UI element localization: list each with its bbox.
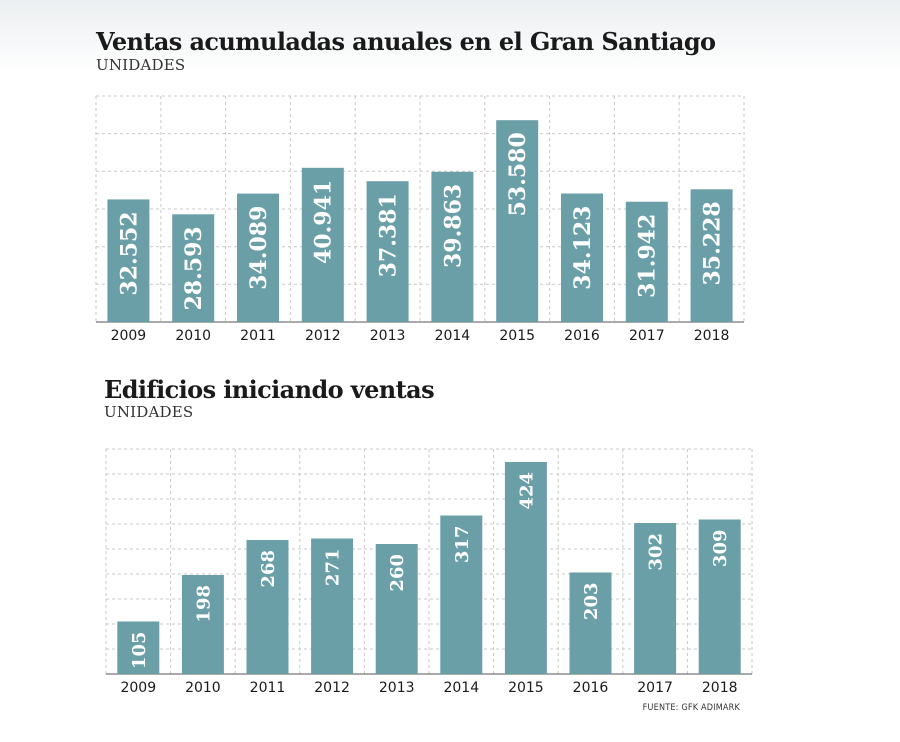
bar-2012 <box>301 167 344 322</box>
bar-2018 <box>690 189 733 322</box>
bar-2015 <box>504 462 547 674</box>
x-tick-label-2012: 2012 <box>314 680 350 696</box>
x-tick-label-2009: 2009 <box>120 680 156 696</box>
bar-value-label-2009: 105 <box>129 632 150 670</box>
bar-2015 <box>496 120 539 322</box>
bar-value-label-2016: 34.123 <box>570 206 596 290</box>
x-tick-label-2015: 2015 <box>499 328 535 344</box>
chart-2: 105 2009 198 2010 268 2011 271 2012 260 2013 317 20… <box>105 448 753 696</box>
bar-2017 <box>634 523 677 674</box>
chart-1-subtitle: UNIDADES <box>96 56 186 74</box>
x-tick-label-2010: 2010 <box>175 328 211 344</box>
bar-value-label-2013: 260 <box>387 554 408 592</box>
bar-value-label-2014: 39.863 <box>440 184 466 268</box>
bar-value-label-2017: 31.942 <box>635 214 661 298</box>
chart-1: 32.552 2009 28.593 2010 34.089 2011 40.941 2012… <box>95 95 745 344</box>
x-tick-label-2018: 2018 <box>702 680 738 696</box>
bar-value-label-2018: 35.228 <box>700 201 726 285</box>
bar-2014 <box>440 515 483 674</box>
bar-2013 <box>366 181 409 322</box>
x-tick-label-2017: 2017 <box>629 328 665 344</box>
bar-value-label-2009: 32.552 <box>116 211 142 295</box>
bar-2009 <box>117 621 160 674</box>
x-tick-label-2012: 2012 <box>305 328 341 344</box>
bar-value-label-2010: 28.593 <box>181 226 207 310</box>
chart-2-title: Edificios iniciando ventas <box>104 375 435 404</box>
x-tick-label-2009: 2009 <box>111 328 147 344</box>
bar-value-label-2018: 309 <box>710 530 731 568</box>
bar-2016 <box>569 572 612 674</box>
bar-value-label-2010: 198 <box>193 585 214 623</box>
x-tick-label-2011: 2011 <box>240 328 276 344</box>
x-tick-label-2013: 2013 <box>370 328 406 344</box>
bar-value-label-2011: 34.089 <box>246 206 272 290</box>
bar-value-label-2015: 424 <box>516 472 537 510</box>
bar-value-label-2016: 203 <box>581 583 602 621</box>
bar-value-label-2013: 37.381 <box>376 193 402 277</box>
bar-2018 <box>698 519 741 674</box>
bar-2014 <box>431 171 474 322</box>
bar-2011 <box>246 540 289 674</box>
x-tick-label-2014: 2014 <box>443 680 479 696</box>
x-tick-label-2013: 2013 <box>379 680 415 696</box>
bar-value-label-2012: 40.941 <box>311 180 337 264</box>
bar-2010 <box>181 575 224 674</box>
bar-2011 <box>237 193 279 322</box>
bar-value-label-2017: 302 <box>646 533 667 571</box>
chart-1-title: Ventas acumuladas anuales en el Gran San… <box>96 27 716 56</box>
x-tick-label-2014: 2014 <box>435 328 471 344</box>
bar-2016 <box>561 193 603 322</box>
x-tick-label-2016: 2016 <box>573 680 609 696</box>
bar-value-label-2014: 317 <box>452 526 473 564</box>
bar-2012 <box>311 538 354 674</box>
source-note: FUENTE: GFK ADIMARK <box>642 703 740 713</box>
x-tick-label-2016: 2016 <box>564 328 600 344</box>
bar-2013 <box>375 544 418 674</box>
bar-2009 <box>107 199 150 322</box>
bar-value-label-2012: 271 <box>323 549 344 587</box>
x-tick-label-2015: 2015 <box>508 680 544 696</box>
x-tick-label-2017: 2017 <box>637 680 673 696</box>
bar-2017 <box>625 201 668 322</box>
bar-2010 <box>172 214 215 322</box>
x-tick-label-2011: 2011 <box>250 680 286 696</box>
bar-value-label-2011: 268 <box>258 550 279 588</box>
x-tick-label-2018: 2018 <box>694 328 730 344</box>
x-tick-label-2010: 2010 <box>185 680 221 696</box>
chart-2-subtitle: UNIDADES <box>104 403 194 421</box>
bar-value-label-2015: 53.580 <box>505 132 531 216</box>
